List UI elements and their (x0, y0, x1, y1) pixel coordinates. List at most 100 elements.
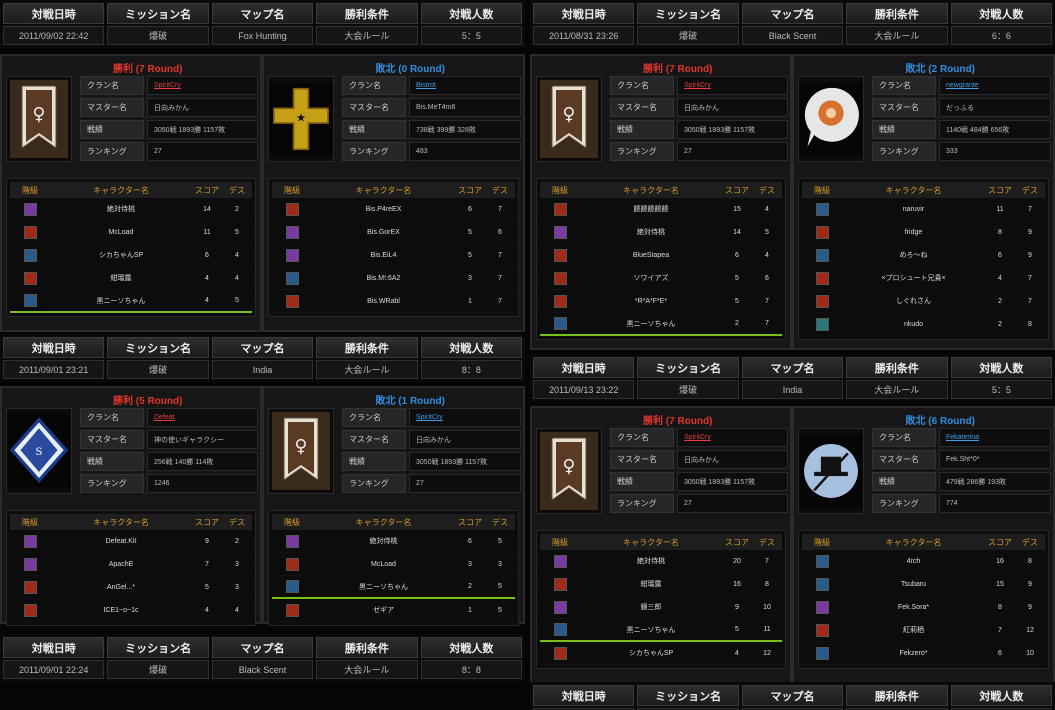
character-name[interactable]: 黒ニーソちゃん (359, 583, 408, 591)
rank-cell (802, 623, 842, 637)
clan-name-value[interactable]: Defeat (147, 408, 258, 427)
character-name[interactable]: 絶対侍桃 (107, 206, 135, 213)
character-name[interactable]: Bis.M!:6A2 (366, 274, 401, 282)
character-name[interactable]: Bis.WRabl (367, 297, 400, 305)
character-name[interactable]: Fek.Sora* (897, 603, 930, 611)
character-name[interactable]: *R*A*F*E* (634, 297, 668, 305)
character-name[interactable]: ICE1~o~1c (103, 606, 139, 614)
score: 14 (203, 205, 211, 213)
rank-cell (10, 202, 50, 216)
character-name[interactable]: ×プロシュート兄貴× (881, 275, 946, 282)
deaths: 7 (1028, 205, 1032, 213)
rank-blue-icon (815, 202, 829, 216)
deaths: 10 (763, 603, 771, 611)
rank-red-icon (23, 271, 37, 285)
ranking-row: ランキング 483 (342, 142, 521, 161)
character-name[interactable]: 絶対侍桃 (637, 558, 665, 565)
map-value: Black Scent (211, 660, 314, 679)
condition-label: 勝利条件 (316, 3, 418, 24)
svg-text:S: S (36, 447, 43, 458)
character-name[interactable]: McLoad (108, 228, 134, 236)
character-name[interactable]: 饒饒饒饒饒 (633, 206, 669, 213)
clan-name-value[interactable]: Fekaterina (939, 428, 1051, 447)
character-name[interactable]: Bis.GorEX (367, 228, 400, 236)
ranking-row: ランキング 27 (610, 142, 788, 161)
character-name[interactable]: しぐれさん (896, 298, 931, 305)
clan-name-row: クラン名 SpiritCry (80, 76, 258, 95)
rank-cell (802, 248, 842, 262)
battle-record-value: 3050戦 1893勝 1157敗 (409, 452, 521, 471)
map-label: マップ名 (741, 3, 844, 24)
battle-record-value: 256戦 140勝 114敗 (147, 452, 258, 471)
battle-record-row: 戦績 3050戦 1893勝 1157敗 (80, 120, 258, 139)
score: 1 (468, 297, 472, 305)
character-name[interactable]: AnGel...* (106, 583, 135, 591)
rank-blue-icon (23, 248, 37, 262)
match-header: 対戦日時 ミッション名 マップ名 勝利条件 対戦人数 2011/09/01 23:21 爆破… (0, 334, 525, 382)
players-value: 5：5 (950, 380, 1053, 399)
clan-name-value[interactable]: SpiritCry (409, 408, 521, 427)
score: 4 (205, 606, 209, 614)
character-name[interactable]: 黒ニーソちゃん (626, 626, 676, 634)
character-name[interactable]: ソワイアズ (633, 275, 669, 282)
rank-cell (10, 557, 50, 571)
rank-red-icon (815, 623, 829, 637)
col-rank-header: 階級 (814, 537, 830, 547)
score: 15 (733, 205, 741, 213)
character-name[interactable]: 銀三郎 (640, 604, 662, 611)
character-name[interactable]: ゼギア (373, 607, 394, 614)
character-name[interactable]: nkudo (903, 320, 924, 328)
map-value: India (211, 360, 314, 379)
character-name[interactable]: シカちゃんSP (98, 252, 144, 259)
character-name[interactable]: ApachE (108, 560, 134, 568)
character-name[interactable]: Bis.EiL4 (370, 251, 397, 259)
loser-side: 敗北 (2 Round) クラン名 newgrante マスター名 だっふる 戦績 1140… (792, 54, 1055, 350)
condition-value: 大会ルール (846, 708, 948, 710)
character-name[interactable]: シカちゃんSP (628, 650, 674, 657)
rank-cell (10, 248, 50, 262)
character-name[interactable]: 紺瑠露 (110, 275, 132, 282)
character-name[interactable]: Bis.P4reEX (365, 205, 402, 213)
character-name[interactable]: 絶対侍桃 (369, 538, 398, 545)
col-char-header: キャラクター名 (623, 185, 679, 195)
rank-teal-icon (815, 317, 829, 331)
character-name[interactable]: fridge (904, 228, 923, 236)
ranking-row: ランキング 333 (872, 142, 1051, 161)
clan-name-value[interactable]: newgrante (939, 76, 1051, 95)
character-name[interactable]: 紅莉栖 (903, 627, 924, 634)
character-name[interactable]: naruvir (902, 205, 925, 213)
map-value: India (741, 380, 844, 399)
score: 2 (735, 320, 739, 327)
character-name[interactable]: 黒ニーソちゃん (96, 297, 146, 305)
table-row: 4rch 16 8 (802, 550, 1045, 573)
clan-name-value[interactable]: SpiritCry (677, 76, 788, 95)
character-name[interactable]: 黒ニーソちゃん (626, 320, 676, 328)
clan-name-value[interactable]: Bistrot (409, 76, 521, 95)
deaths: 4 (765, 205, 769, 213)
mission-value: 爆破 (637, 26, 739, 45)
clan-name-value[interactable]: SpiritCry (147, 76, 258, 95)
battle-record-label: 戦績 (342, 120, 406, 139)
character-name[interactable]: BlueStapea (632, 251, 670, 259)
table-header: 階級 キャラクター名 スコア デス (540, 534, 782, 550)
character-name[interactable]: 紺瑠露 (640, 581, 662, 588)
character-name[interactable]: 4rch (906, 557, 921, 565)
character-name[interactable]: McLoad (371, 560, 396, 568)
col-score-header: スコア (458, 185, 482, 195)
ranking-value: 774 (939, 494, 1051, 513)
table-row: 紺瑠露 4 4 (10, 267, 252, 290)
clan-name-value[interactable]: SpiritCry (677, 428, 788, 447)
character-name[interactable]: Tsubaru (901, 580, 926, 588)
rank-cell (802, 317, 842, 331)
map-label: マップ名 (211, 637, 314, 658)
character-name[interactable]: Defeat.Kit (105, 537, 137, 545)
character-name[interactable]: Fekzero* (899, 649, 928, 657)
character-name[interactable]: 絶対侍桃 (637, 229, 665, 236)
ranking-label: ランキング (80, 142, 144, 161)
clan-name-label: クラン名 (80, 76, 144, 95)
clan-name-row: クラン名 Defeat (80, 408, 258, 427)
character-name[interactable]: めろ～ね (899, 252, 928, 259)
score: 14 (733, 228, 741, 236)
player-table: 階級 キャラクター名 スコア デス 絶対侍桃 14 2 McLoad 11 5 シカちゃんSP 6 4 紺… (6, 178, 256, 317)
header-value-row: 2011/09/13 23:22 爆破 India 大会ルール 5：5 (533, 380, 1053, 399)
